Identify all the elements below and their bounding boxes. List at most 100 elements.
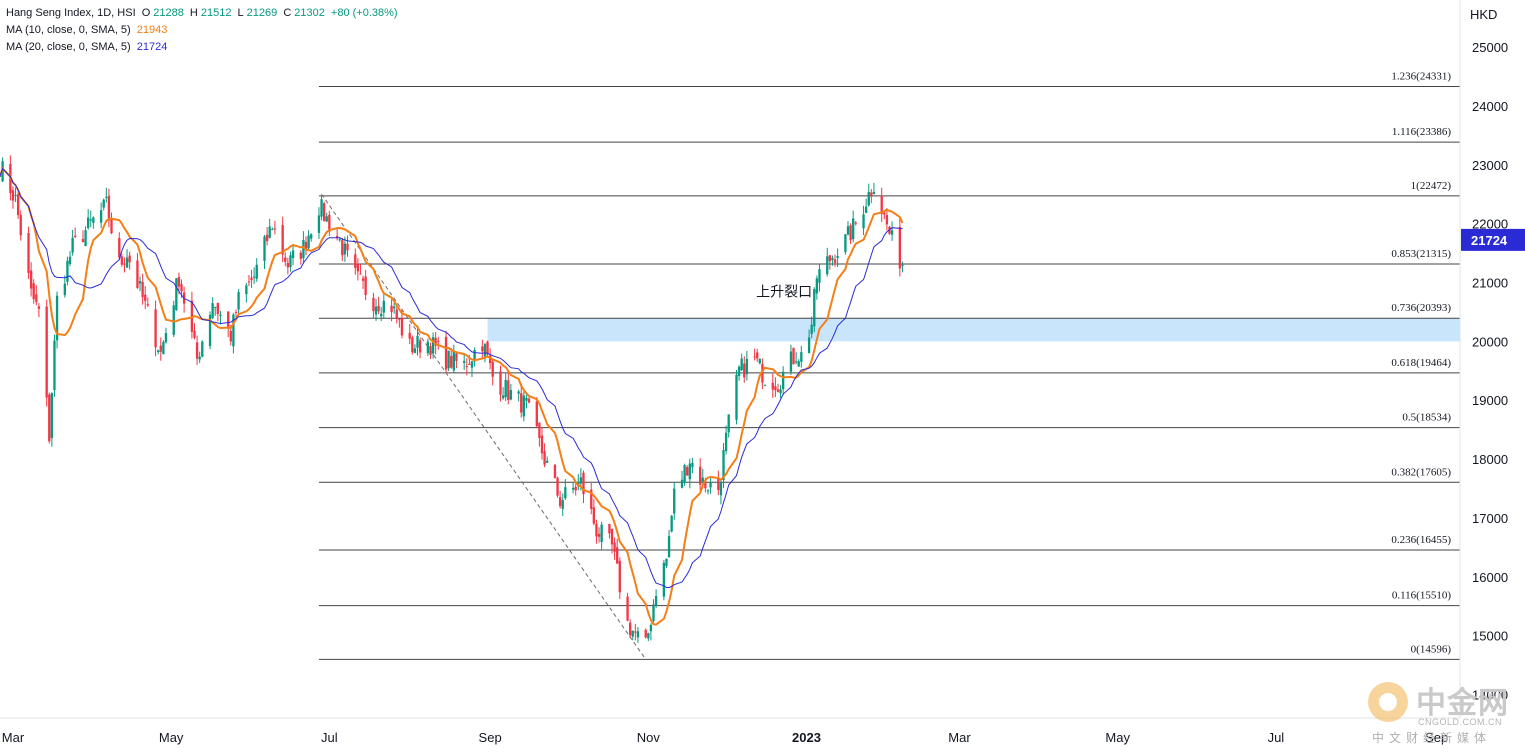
candle-body: [776, 389, 780, 392]
candle-body: [437, 341, 440, 343]
candle-body: [102, 199, 105, 208]
candle-body: [232, 314, 235, 347]
candle-body: [636, 631, 640, 638]
candle-body: [87, 217, 90, 229]
candle-body: [507, 380, 510, 401]
candle-body: [626, 596, 629, 621]
candle-body: [63, 283, 66, 296]
candle-body: [245, 285, 248, 295]
candle-body: [597, 533, 601, 537]
candle-body: [455, 353, 458, 361]
candle-body: [667, 536, 671, 558]
candle-body: [172, 305, 175, 335]
candle-body: [815, 278, 819, 294]
candle-body: [745, 359, 749, 375]
candle-body: [691, 462, 694, 468]
candle-body: [579, 477, 583, 484]
candle-body: [208, 314, 212, 346]
candle-body: [488, 355, 492, 364]
candles: [0, 155, 904, 643]
candle-body: [390, 305, 393, 313]
fib-level-label: 0(14596): [1411, 643, 1452, 655]
candle-body: [128, 255, 131, 263]
legend-low-label: L: [237, 7, 244, 19]
candle-body: [501, 395, 505, 399]
candle-body: [219, 314, 222, 316]
candle-body: [680, 479, 684, 488]
candle-body: [416, 335, 419, 348]
candle-body: [263, 236, 266, 261]
candle-body: [45, 306, 48, 398]
candle-body: [890, 230, 894, 235]
legend-low: 21269: [246, 7, 278, 19]
candle-body: [380, 313, 383, 317]
candle-body: [499, 371, 502, 395]
candle-body: [468, 363, 471, 365]
candle-body: [190, 300, 194, 332]
candle-body: [706, 490, 710, 492]
candle-body: [618, 560, 621, 593]
candle-body: [608, 524, 611, 534]
candle-body: [68, 256, 72, 265]
candle-body: [522, 395, 526, 417]
candle-body: [634, 631, 637, 633]
candle-body: [574, 486, 577, 491]
candle-body: [229, 330, 232, 342]
candle-body: [281, 224, 284, 255]
candle-body: [325, 216, 328, 222]
legend-ma10-row[interactable]: MA (10, close, 0, SMA, 5) 21943: [6, 22, 401, 39]
y-tick-label: 14000: [1472, 687, 1508, 702]
candle-body: [813, 289, 816, 327]
candle-body: [382, 300, 385, 313]
candle-body: [53, 340, 56, 391]
candle-body: [310, 234, 313, 239]
candle-body: [157, 350, 160, 352]
candle-body: [411, 337, 414, 353]
fib-level-label: 0.853(21315): [1391, 248, 1451, 260]
candle-body: [810, 324, 813, 334]
candle-body: [447, 350, 450, 369]
candle-body: [125, 257, 129, 268]
candle-body: [372, 297, 375, 312]
candle-body: [66, 260, 69, 282]
legend-high: 21512: [200, 7, 232, 19]
candle-body: [289, 255, 292, 268]
candle-body: [610, 528, 614, 545]
candle-body: [831, 257, 834, 260]
candle-body: [55, 295, 59, 341]
candle-body: [99, 210, 103, 223]
watermark: 中金网 CNGOLD.COM.CN 中文财经新媒体: [1368, 680, 1518, 750]
candle-body: [880, 195, 883, 215]
candle-body: [763, 384, 767, 386]
x-tick-label: May: [159, 730, 184, 745]
candle-body: [616, 547, 619, 564]
candle-body: [670, 515, 673, 532]
candle-body: [227, 311, 230, 328]
candle-body: [797, 361, 800, 367]
candle-body: [546, 460, 549, 463]
candle-body: [11, 190, 15, 201]
y-tick-label: 25000: [1472, 40, 1508, 55]
candle-body: [649, 624, 653, 632]
fib-level-label: 1(22472): [1411, 180, 1452, 192]
candle-body: [571, 487, 575, 490]
candle-body: [136, 260, 139, 288]
candle-body: [268, 226, 271, 238]
candle-body: [19, 215, 22, 236]
candle-body: [138, 281, 142, 284]
candle-body: [737, 366, 741, 377]
candle-body: [652, 604, 655, 621]
candle-body: [14, 194, 17, 196]
legend-high-label: H: [189, 7, 198, 19]
candle-body: [144, 294, 147, 301]
legend-symbol-title[interactable]: Hang Seng Index, 1D, HSI: [6, 7, 136, 19]
candle-body: [291, 250, 295, 259]
candle-body: [724, 432, 728, 452]
candle-body: [393, 306, 396, 309]
candle-body: [870, 192, 873, 196]
candle-body: [854, 222, 857, 224]
legend-ma20-row[interactable]: MA (20, close, 0, SMA, 5) 21724: [6, 39, 401, 56]
candle-body: [299, 252, 302, 259]
